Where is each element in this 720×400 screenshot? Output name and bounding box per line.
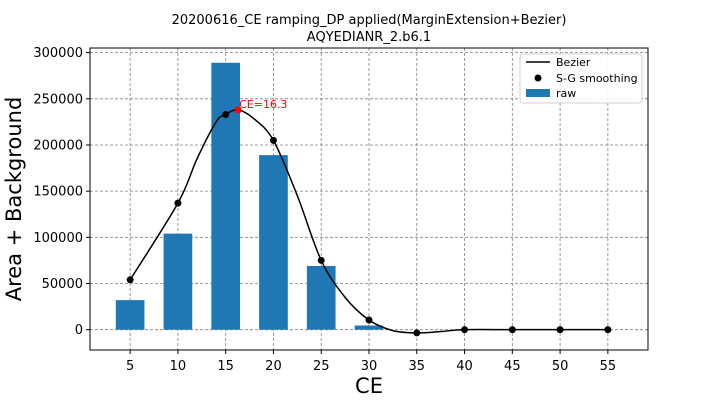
y-axis-ticks: 0 50000 100000 150000 200000 250000 300000	[33, 46, 90, 338]
smoothing-point	[604, 326, 612, 334]
smoothing-point	[317, 256, 325, 264]
raw-bar	[211, 62, 241, 330]
smoothing-point	[174, 199, 182, 207]
raw-bar	[163, 233, 193, 330]
legend-smoothing-swatch	[534, 74, 542, 82]
raw-bar	[354, 325, 384, 330]
x-tick-label: 15	[217, 359, 234, 374]
y-tick-label: 200000	[33, 138, 83, 153]
smoothing-point	[508, 326, 516, 334]
y-tick-label: 150000	[33, 185, 83, 200]
smoothing-point	[222, 110, 230, 118]
chart-title: 20200616_CE ramping_DP applied(MarginExt…	[172, 13, 567, 28]
annotation-layer: CE=16.3	[234, 98, 287, 114]
legend-smoothing-label: S-G smoothing	[556, 72, 638, 85]
ce-peak-marker	[234, 106, 242, 114]
smoothing-point	[126, 276, 134, 284]
x-tick-label: 30	[361, 359, 378, 374]
x-tick-label: 25	[313, 359, 330, 374]
y-tick-label: 250000	[33, 92, 83, 107]
smoothing-point	[269, 136, 277, 144]
smoothing-point	[413, 329, 421, 337]
x-axis-label: CE	[355, 374, 383, 398]
y-tick-label: 300000	[33, 46, 83, 61]
x-tick-label: 40	[456, 359, 473, 374]
x-tick-label: 55	[600, 359, 617, 374]
x-tick-label: 5	[126, 359, 134, 374]
bars-layer	[115, 62, 384, 330]
x-tick-label: 45	[504, 359, 521, 374]
chart-subtitle: AQYEDIANR_2.b6.1	[307, 30, 431, 45]
x-axis-ticks: 5 10 15 20 25 30 35 40 45 50 55	[126, 350, 616, 374]
ce-peak-label: CE=16.3	[239, 98, 287, 111]
y-tick-label: 0	[75, 323, 83, 338]
legend: Bezier S-G smoothing raw	[519, 53, 643, 104]
y-tick-label: 50000	[42, 277, 83, 292]
raw-bar	[306, 265, 336, 330]
x-tick-label: 50	[552, 359, 569, 374]
y-tick-label: 100000	[33, 231, 83, 246]
legend-bezier-label: Bezier	[556, 56, 591, 69]
legend-raw-label: raw	[556, 87, 576, 100]
raw-bar	[115, 300, 145, 330]
x-tick-label: 10	[170, 359, 187, 374]
smoothing-point	[556, 326, 564, 334]
x-tick-label: 20	[265, 359, 282, 374]
raw-bar	[259, 155, 288, 330]
legend-box	[519, 53, 643, 104]
legend-raw-swatch	[526, 89, 550, 97]
y-axis-label: Area + Background	[2, 97, 26, 302]
smoothing-point	[461, 326, 469, 334]
smoothing-points-layer	[126, 110, 612, 337]
x-tick-label: 35	[409, 359, 426, 374]
smoothing-point	[365, 316, 373, 324]
